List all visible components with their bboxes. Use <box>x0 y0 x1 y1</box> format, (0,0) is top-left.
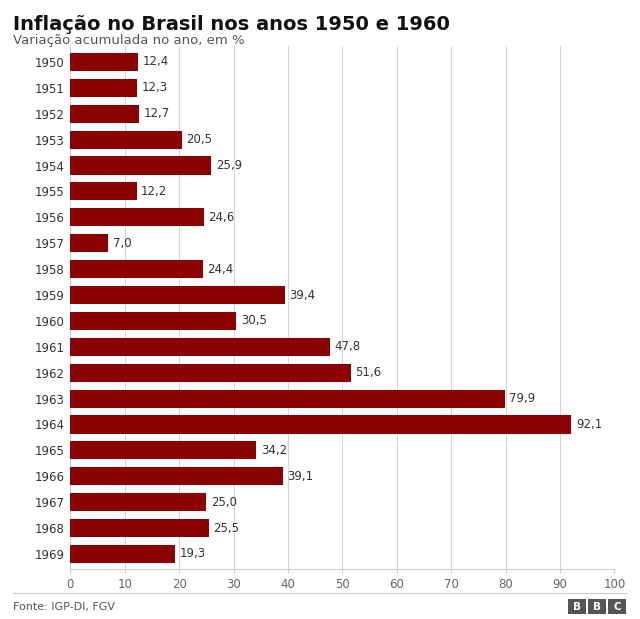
Text: 39,1: 39,1 <box>287 470 314 483</box>
Bar <box>70 157 211 175</box>
Text: 51,6: 51,6 <box>355 366 381 379</box>
Bar <box>70 519 209 537</box>
Bar <box>70 338 330 356</box>
Bar <box>70 260 203 278</box>
Bar <box>70 183 137 201</box>
Bar <box>70 105 140 123</box>
Text: 12,4: 12,4 <box>142 56 168 69</box>
Text: 12,2: 12,2 <box>141 185 168 198</box>
Text: 19,3: 19,3 <box>180 547 206 560</box>
Bar <box>70 363 351 382</box>
Bar <box>70 286 285 304</box>
Text: 20,5: 20,5 <box>186 133 212 146</box>
Bar <box>70 389 505 408</box>
Text: 92,1: 92,1 <box>576 418 602 431</box>
Bar <box>70 545 175 563</box>
Bar <box>70 79 138 97</box>
Text: 25,9: 25,9 <box>216 159 242 172</box>
Text: 12,7: 12,7 <box>144 107 170 120</box>
Text: 30,5: 30,5 <box>241 314 266 327</box>
Text: 34,2: 34,2 <box>261 444 287 457</box>
Text: 12,3: 12,3 <box>141 81 168 94</box>
Bar <box>70 208 204 227</box>
Text: 7,0: 7,0 <box>113 236 131 249</box>
Text: B: B <box>573 602 581 612</box>
Text: Variação acumulada no ano, em %: Variação acumulada no ano, em % <box>13 34 244 47</box>
Text: 25,5: 25,5 <box>214 522 239 535</box>
Text: 47,8: 47,8 <box>335 340 361 353</box>
Text: 79,9: 79,9 <box>509 392 536 405</box>
Bar <box>70 467 283 485</box>
Text: Inflação no Brasil nos anos 1950 e 1960: Inflação no Brasil nos anos 1950 e 1960 <box>13 15 450 35</box>
Text: 24,6: 24,6 <box>209 211 235 224</box>
Text: C: C <box>613 602 621 612</box>
Bar <box>70 415 572 433</box>
Text: B: B <box>593 602 601 612</box>
Text: 25,0: 25,0 <box>211 496 237 509</box>
Bar <box>70 53 138 71</box>
Text: 39,4: 39,4 <box>289 288 316 301</box>
Bar <box>70 312 236 330</box>
Bar <box>70 441 257 459</box>
Bar <box>70 234 109 253</box>
Text: Fonte: IGP-DI, FGV: Fonte: IGP-DI, FGV <box>13 602 115 612</box>
Bar <box>70 493 206 511</box>
Text: 24,4: 24,4 <box>207 262 234 275</box>
Bar <box>70 131 182 149</box>
